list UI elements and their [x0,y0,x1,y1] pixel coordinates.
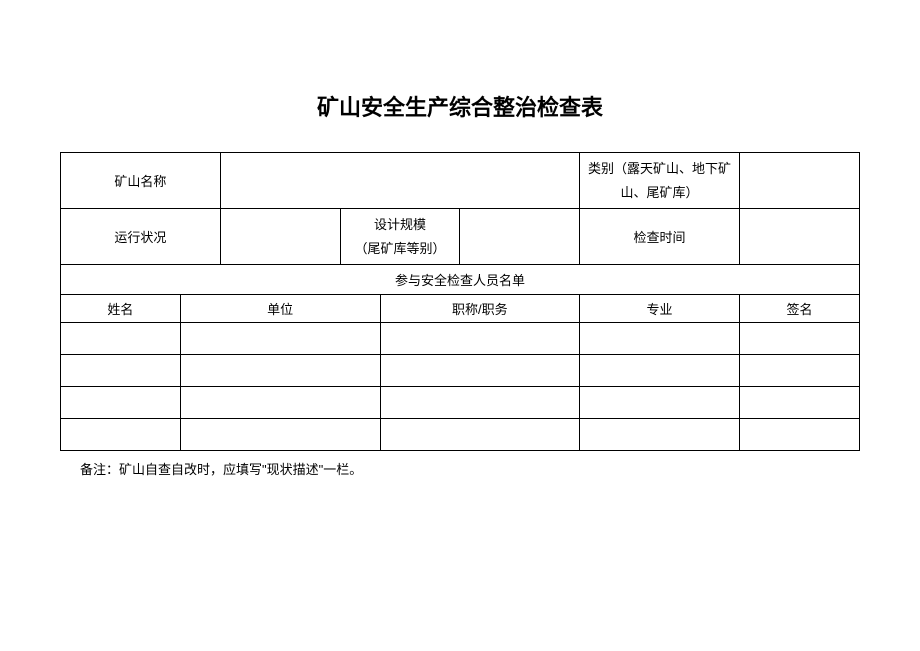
label-personnel-section: 参与安全检查人员名单 [61,265,860,295]
cell-signature [739,387,859,419]
label-inspection-time: 检查时间 [580,209,740,265]
row-personnel-section: 参与安全检查人员名单 [61,265,860,295]
row-mine-name: 矿山名称 类别（露天矿山、地下矿山、尾矿库） [61,153,860,209]
cell-title [380,387,580,419]
design-scale-line1: 设计规模 [345,213,456,236]
label-mine-name: 矿山名称 [61,153,221,209]
cell-title [380,323,580,355]
header-title: 职称/职务 [380,295,580,323]
cell-name [61,355,181,387]
design-scale-line2: （尾矿库等别） [345,237,456,260]
cell-major [580,419,740,451]
cell-name [61,419,181,451]
header-major: 专业 [580,295,740,323]
table-row [61,323,860,355]
cell-name [61,323,181,355]
value-mine-name [220,153,579,209]
header-name: 姓名 [61,295,181,323]
cell-major [580,387,740,419]
cell-signature [739,323,859,355]
cell-unit [180,323,380,355]
value-category [739,153,859,209]
cell-unit [180,355,380,387]
value-design-scale [460,209,580,265]
table-row [61,387,860,419]
value-operation-status [220,209,340,265]
label-design-scale: 设计规模 （尾矿库等别） [340,209,460,265]
cell-major [580,323,740,355]
label-operation-status: 运行状况 [61,209,221,265]
cell-unit [180,419,380,451]
cell-signature [739,419,859,451]
row-operation-status: 运行状况 设计规模 （尾矿库等别） 检查时间 [61,209,860,265]
label-category: 类别（露天矿山、地下矿山、尾矿库） [580,153,740,209]
inspection-table: 矿山名称 类别（露天矿山、地下矿山、尾矿库） 运行状况 设计规模 （尾矿库等别）… [60,152,860,451]
row-personnel-headers: 姓名 单位 职称/职务 专业 签名 [61,295,860,323]
table-row [61,355,860,387]
cell-signature [739,355,859,387]
value-inspection-time [739,209,859,265]
cell-title [380,419,580,451]
cell-name [61,387,181,419]
footer-note: 备注：矿山自查自改时，应填写"现状描述"一栏。 [80,459,860,478]
cell-major [580,355,740,387]
cell-title [380,355,580,387]
header-signature: 签名 [739,295,859,323]
document-title: 矿山安全生产综合整治检查表 [60,90,860,122]
cell-unit [180,387,380,419]
table-row [61,419,860,451]
header-unit: 单位 [180,295,380,323]
